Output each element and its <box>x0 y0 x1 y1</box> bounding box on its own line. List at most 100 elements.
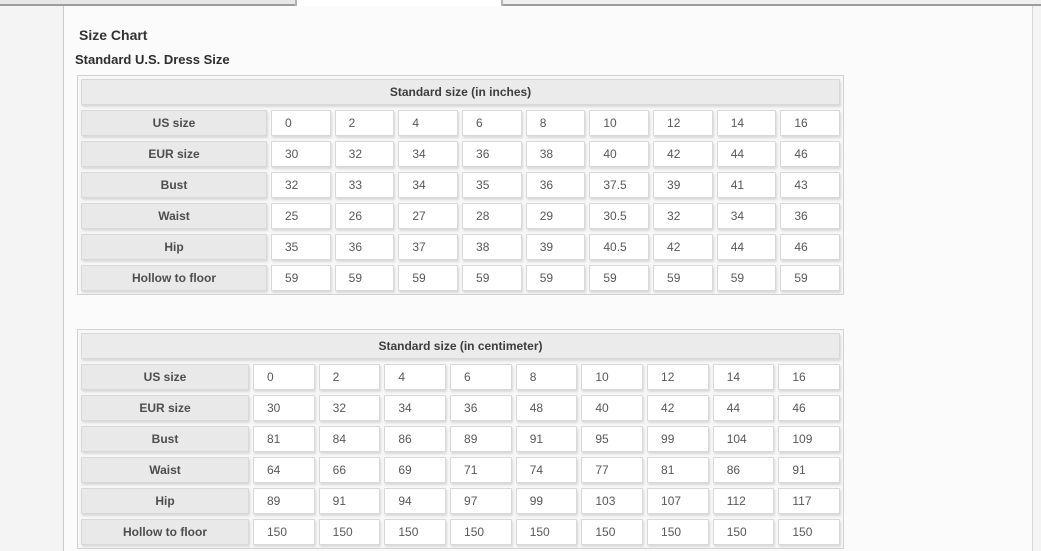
value-cell: 86 <box>384 426 447 452</box>
value-cell: 14 <box>716 110 777 136</box>
value-cell: 150 <box>647 519 709 545</box>
value-cell: 39 <box>525 234 586 260</box>
value-cell: 36 <box>462 141 522 167</box>
value-cell: 117 <box>778 488 841 514</box>
value-cell: 34 <box>716 203 777 229</box>
value-cell: 64 <box>253 457 315 483</box>
value-cell: 34 <box>398 172 459 198</box>
table-row: US size 0 2 4 6 8 10 12 14 16 <box>81 110 841 136</box>
value-cell: 38 <box>525 141 586 167</box>
value-cell: 59 <box>589 265 650 291</box>
value-cell: 44 <box>716 234 777 260</box>
value-cell: 59 <box>780 265 841 291</box>
value-cell: 36 <box>525 172 586 198</box>
value-cell: 46 <box>780 141 841 167</box>
value-cell: 14 <box>712 364 775 390</box>
value-cell: 37.5 <box>589 172 650 198</box>
value-cell: 38 <box>462 234 522 260</box>
value-cell: 150 <box>778 519 841 545</box>
value-cell: 89 <box>253 488 315 514</box>
value-cell: 39 <box>653 172 713 198</box>
value-cell: 36 <box>334 234 395 260</box>
size-table-1: Standard size (in centimeter) US size 0 2 4 6… <box>77 329 844 549</box>
table-row: Hollow to floor 150 150 150 150 150 150 150 150 1… <box>81 519 841 545</box>
value-cell: 99 <box>647 426 709 452</box>
tab-bar-line <box>503 0 1041 6</box>
value-cell: 10 <box>589 110 650 136</box>
value-cell: 35 <box>462 172 522 198</box>
value-cell: 59 <box>334 265 395 291</box>
value-cell: 66 <box>318 457 381 483</box>
value-cell: 37 <box>398 234 459 260</box>
value-cell: 59 <box>525 265 586 291</box>
value-cell: 81 <box>253 426 315 452</box>
value-cell: 4 <box>384 364 447 390</box>
value-cell: 29 <box>525 203 586 229</box>
active-tab[interactable] <box>295 0 503 6</box>
value-cell: 43 <box>780 172 841 198</box>
value-cell: 34 <box>398 141 459 167</box>
value-cell: 91 <box>318 488 381 514</box>
inactive-tabs-area <box>0 0 295 6</box>
value-cell: 103 <box>581 488 644 514</box>
value-cell: 109 <box>778 426 841 452</box>
value-cell: 12 <box>653 110 713 136</box>
row-label: EUR size <box>81 395 249 421</box>
value-cell: 97 <box>450 488 512 514</box>
tab-strip <box>0 0 1041 6</box>
table-title: Standard size (in inches) <box>81 79 840 105</box>
value-cell: 59 <box>398 265 459 291</box>
value-cell: 40.5 <box>589 234 650 260</box>
page-title: Size Chart <box>79 27 148 43</box>
value-cell: 46 <box>778 395 841 421</box>
value-cell: 32 <box>653 203 713 229</box>
value-cell: 95 <box>581 426 644 452</box>
value-cell: 84 <box>318 426 381 452</box>
value-cell: 150 <box>450 519 512 545</box>
value-cell: 107 <box>647 488 709 514</box>
value-cell: 42 <box>653 234 713 260</box>
value-cell: 42 <box>653 141 713 167</box>
value-cell: 25 <box>271 203 331 229</box>
value-cell: 48 <box>515 395 578 421</box>
value-cell: 33 <box>334 172 395 198</box>
content-panel: Size Chart Standard U.S. Dress Size Stan… <box>63 6 1033 551</box>
value-cell: 46 <box>780 234 841 260</box>
row-label: Hip <box>81 234 267 260</box>
value-cell: 0 <box>253 364 315 390</box>
value-cell: 42 <box>647 395 709 421</box>
value-cell: 150 <box>515 519 578 545</box>
value-cell: 94 <box>384 488 447 514</box>
size-tables-area: Standard size (in inches) US size 0 2 4 6 8 10 1… <box>64 75 1032 549</box>
value-cell: 77 <box>581 457 644 483</box>
value-cell: 59 <box>271 265 331 291</box>
value-cell: 150 <box>253 519 315 545</box>
value-cell: 32 <box>318 395 381 421</box>
size-table-0: Standard size (in inches) US size 0 2 4 6 8 10 1… <box>77 75 844 295</box>
value-cell: 71 <box>450 457 512 483</box>
value-cell: 8 <box>515 364 578 390</box>
value-cell: 30.5 <box>589 203 650 229</box>
value-cell: 150 <box>712 519 775 545</box>
value-cell: 10 <box>581 364 644 390</box>
value-cell: 2 <box>318 364 381 390</box>
row-label: Waist <box>81 457 249 483</box>
value-cell: 59 <box>462 265 522 291</box>
value-cell: 59 <box>716 265 777 291</box>
row-label: Hollow to floor <box>81 519 249 545</box>
value-cell: 0 <box>271 110 331 136</box>
value-cell: 32 <box>271 172 331 198</box>
row-label: Hip <box>81 488 249 514</box>
value-cell: 30 <box>253 395 315 421</box>
value-cell: 44 <box>716 141 777 167</box>
value-cell: 74 <box>515 457 578 483</box>
row-label: Bust <box>81 172 267 198</box>
table-row: Hollow to floor 59 59 59 59 59 59 59 59 59 <box>81 265 841 291</box>
value-cell: 16 <box>780 110 841 136</box>
value-cell: 89 <box>450 426 512 452</box>
table-row: Waist 25 26 27 28 29 30.5 32 34 36 <box>81 203 841 229</box>
table-row: Bust 32 33 34 35 36 37.5 39 41 43 <box>81 172 841 198</box>
value-cell: 12 <box>647 364 709 390</box>
row-label: US size <box>81 364 249 390</box>
value-cell: 36 <box>450 395 512 421</box>
